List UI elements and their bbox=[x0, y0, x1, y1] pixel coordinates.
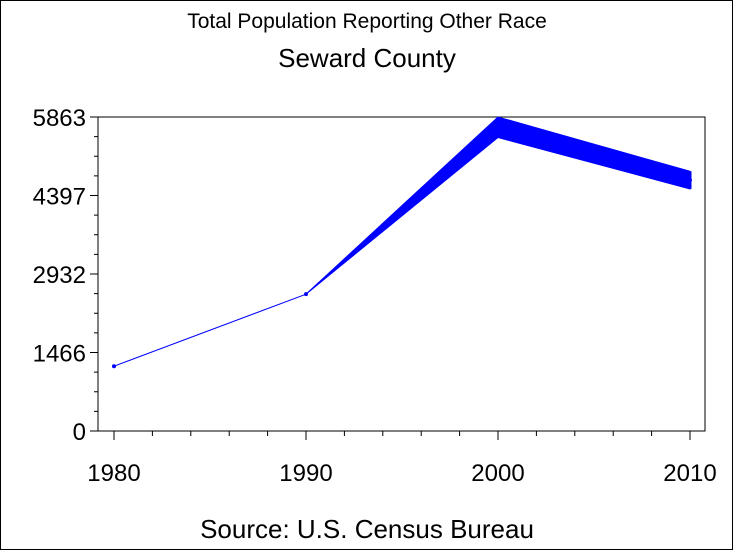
x-tick-label: 2010 bbox=[663, 460, 716, 487]
data-point-marker bbox=[496, 125, 500, 130]
chart-title: Total Population Reporting Other Race bbox=[187, 10, 547, 33]
y-tick-label: 4397 bbox=[33, 184, 86, 211]
y-tick-label: 0 bbox=[73, 419, 86, 446]
data-point-marker bbox=[112, 364, 116, 369]
y-tick-label: 2932 bbox=[33, 262, 86, 289]
y-tick-label: 5863 bbox=[33, 105, 86, 132]
series-band bbox=[113, 116, 691, 367]
data-point-marker bbox=[304, 292, 308, 297]
x-tick-label: 1990 bbox=[279, 460, 332, 487]
data-point-marker bbox=[688, 178, 692, 183]
x-axis: 1980 1990 2000 2010 bbox=[87, 431, 717, 487]
x-tick-label: 1980 bbox=[87, 460, 140, 487]
chart-subtitle: Seward County bbox=[278, 43, 456, 73]
series-layer bbox=[112, 116, 692, 369]
y-axis: 0 1466 2932 4397 5863 bbox=[33, 105, 98, 446]
x-tick-label: 2000 bbox=[471, 460, 524, 487]
y-tick-label: 1466 bbox=[33, 341, 86, 368]
chart-source-note: Source: U.S. Census Bureau bbox=[200, 514, 534, 544]
